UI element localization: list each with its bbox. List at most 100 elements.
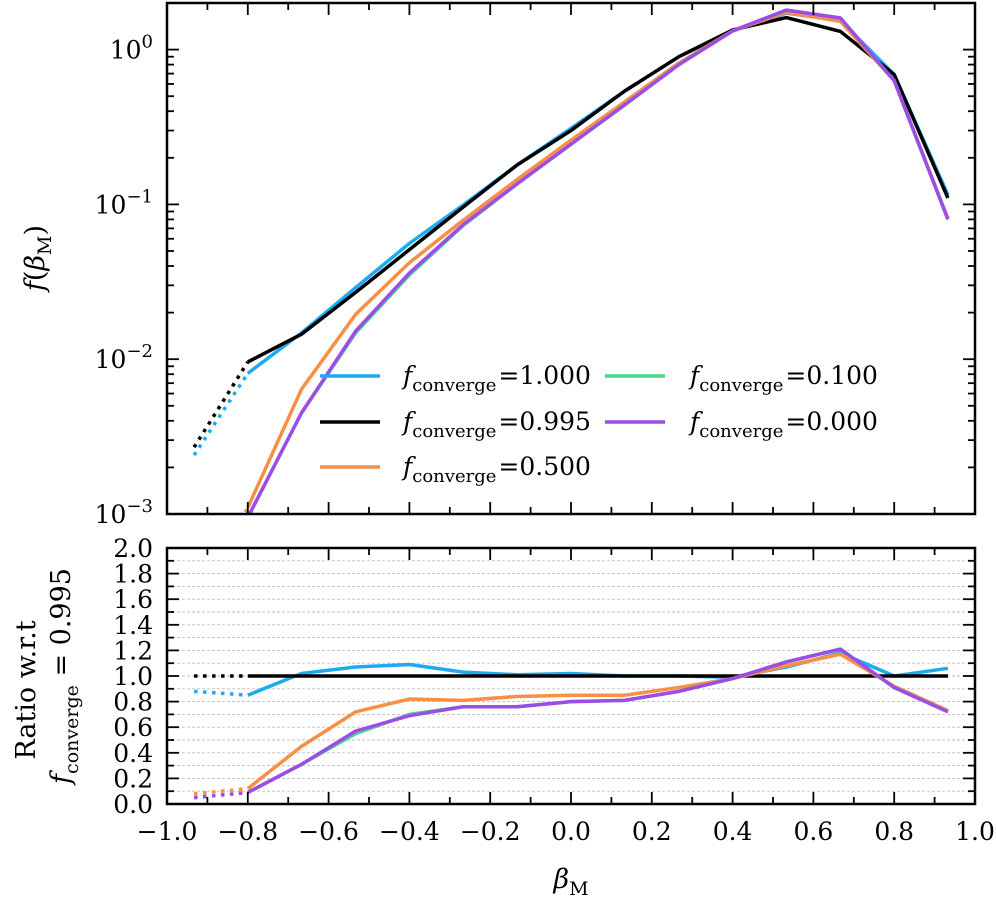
legend-label-eq: =	[785, 407, 806, 436]
legend-label-f: f	[401, 361, 416, 390]
y-tick-label: 1.6	[113, 585, 153, 614]
legend-label-f: f	[688, 361, 703, 390]
x-tick-label: 0.2	[632, 817, 672, 846]
x-tick-label: 1.0	[955, 817, 995, 846]
series-dotted-line	[192, 372, 250, 457]
y-tick-base: 10	[95, 345, 127, 374]
series-dotted-line	[193, 790, 248, 800]
y-tick-base: 10	[95, 190, 127, 219]
x-tick-label: 0.8	[874, 817, 914, 846]
ylabel-paren: (	[20, 271, 51, 282]
legend-label-eq: =	[498, 452, 519, 481]
series-dotted-line	[242, 506, 250, 514]
y-tick-label: 0.0	[113, 790, 153, 819]
series-dotted-line	[193, 689, 248, 697]
ylabel-f: f	[46, 770, 77, 786]
legend-label-f: f	[688, 407, 703, 436]
y-tick-exponent: −2	[126, 341, 153, 362]
y-tick-label: 1.2	[113, 636, 153, 665]
ylabel-beta: β	[20, 255, 51, 272]
legend-item: fconverge=1.000	[320, 361, 591, 396]
legend-label-value: 0.500	[519, 452, 591, 481]
legend-label-value: 0.100	[806, 361, 878, 390]
x-tick-label: −0.2	[460, 817, 521, 846]
y-tick-label: 2.0	[113, 534, 153, 563]
y-tick-exponent: −3	[126, 496, 153, 517]
series-0_500-group	[242, 10, 950, 514]
y-tick-label: 1.4	[113, 611, 153, 640]
legend-label: fconverge=0.000	[688, 407, 878, 442]
y-tick-label: 0.4	[113, 739, 153, 768]
legend-item: fconverge=0.995	[320, 407, 591, 442]
legend-label-f: f	[401, 407, 416, 436]
x-tick-label: 0.4	[713, 817, 753, 846]
ylabel-value: = 0.995	[46, 568, 77, 685]
x-tick-label: −0.6	[298, 817, 359, 846]
x-tick-label: 0.0	[551, 817, 591, 846]
legend-label-sub: converge	[699, 421, 783, 442]
y-tick-label: 0.2	[113, 764, 153, 793]
ylabel-paren: )	[20, 225, 51, 236]
legend-label: fconverge=1.000	[401, 361, 591, 396]
x-tick-label: 0.6	[794, 817, 834, 846]
legend-label-f: f	[401, 452, 416, 481]
ylabel-f: f	[20, 277, 51, 293]
bottom-panel: −1.0 −0.8 −0.6 −0.4 −0.2 0.0 0.2 0.4 0.6 0.8 1.00.…	[11, 534, 995, 900]
ylabel-sub: M	[34, 235, 56, 254]
y-tick-label: 100	[110, 32, 153, 65]
y-tick-label: 1.0	[113, 662, 153, 691]
series-line	[246, 652, 949, 791]
legend-label-sub: converge	[699, 375, 783, 396]
series-0_000-group	[193, 647, 949, 800]
y-tick-base: 10	[110, 36, 142, 65]
xlabel-sub: M	[569, 878, 588, 900]
y-tick-exponent: −1	[126, 186, 153, 207]
series-line	[247, 8, 950, 514]
bottom-y-axis-label-line2: fconverge = 0.995	[46, 568, 83, 786]
x-tick-label: −1.0	[137, 817, 198, 846]
legend-label-value: 1.000	[519, 361, 591, 390]
series-0_000-group	[194, 8, 950, 637]
legend-label-value: 0.995	[519, 407, 591, 436]
y-tick-label: 10−3	[95, 496, 153, 529]
legend-label: fconverge=0.995	[401, 407, 591, 442]
series-line	[246, 10, 950, 509]
series-line	[246, 647, 949, 795]
x-tick-label: −0.8	[217, 817, 278, 846]
series-dotted-line	[194, 517, 248, 637]
xlabel-beta: β	[552, 864, 569, 895]
series-line	[246, 15, 950, 364]
legend: fconverge=1.000 fconverge=0.100fconverge=…	[320, 361, 878, 487]
x-tick-label: −0.4	[379, 817, 440, 846]
series-line	[246, 647, 949, 795]
bottom-y-axis-label-line1: Ratio w.r.t	[11, 620, 42, 759]
legend-item: fconverge=0.500	[320, 452, 591, 487]
y-tick-label: 10−2	[95, 341, 153, 374]
series-dotted-line	[192, 361, 250, 449]
legend-label: fconverge=0.100	[688, 361, 878, 396]
y-tick-base: 10	[95, 500, 127, 529]
legend-label-eq: =	[785, 361, 806, 390]
legend-label-eq: =	[498, 407, 519, 436]
y-tick-label: 10−1	[95, 186, 153, 219]
y-tick-label: 0.8	[113, 688, 153, 717]
series-0_500-group	[193, 652, 949, 796]
legend-label: fconverge=0.500	[401, 452, 591, 487]
legend-label-sub: converge	[412, 375, 496, 396]
legend-item: fconverge=0.000	[605, 407, 878, 442]
legend-label-value: 0.000	[806, 407, 878, 436]
y-tick-label: 0.6	[113, 713, 153, 742]
y-tick-exponent: 0	[142, 32, 153, 53]
legend-label-eq: =	[498, 361, 519, 390]
series-line	[247, 8, 950, 514]
ylabel-sub: converge	[61, 685, 83, 774]
x-axis-label: βM	[552, 864, 588, 900]
y-tick-label: 1.8	[113, 560, 153, 589]
series-0_100-group	[247, 8, 950, 514]
legend-label-sub: converge	[412, 466, 496, 487]
legend-item: fconverge=0.100	[605, 361, 878, 396]
top-y-axis-label: f(βM)	[20, 225, 56, 293]
series-0_995-group	[192, 15, 950, 449]
